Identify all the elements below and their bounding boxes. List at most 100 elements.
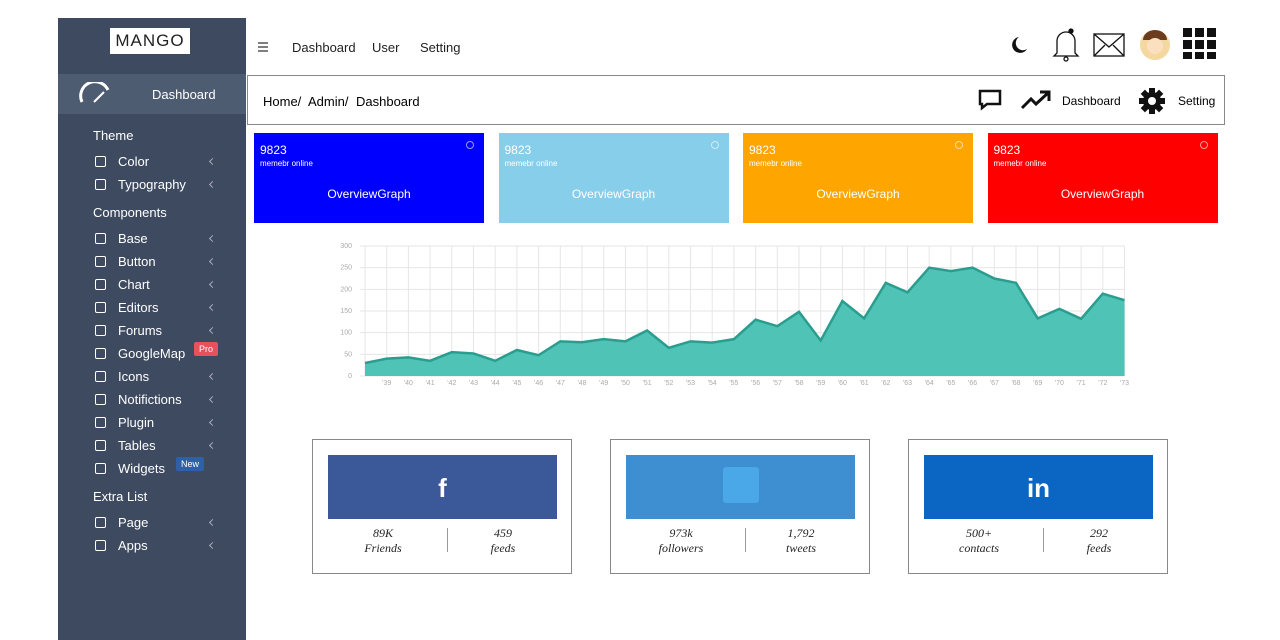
area <box>365 267 1125 376</box>
chevron <box>208 441 217 450</box>
breadcrumb-item[interactable]: Admin/ <box>308 94 349 109</box>
item-icon <box>95 540 106 551</box>
nav-item[interactable]: Typography <box>118 177 186 192</box>
x-tick-label: '39 <box>382 380 391 387</box>
stat-value: 89K <box>372 526 393 540</box>
card-subtitle: memebr online <box>993 159 1047 168</box>
x-tick-label: '68 <box>1011 380 1020 387</box>
chevron <box>208 372 217 381</box>
breadcrumb-item[interactable]: Dashboard <box>356 94 420 109</box>
apps-icon[interactable] <box>1183 28 1216 59</box>
sidebar: MANGO Dashboard Theme Color Typography Comp… <box>58 18 246 640</box>
card-value: 9823 <box>260 143 287 157</box>
area-line <box>364 266 1125 365</box>
top-nav-link[interactable]: Dashboard <box>292 40 356 55</box>
avatar[interactable] <box>1140 30 1170 60</box>
social-header: f <box>328 455 557 519</box>
chevron <box>208 395 217 404</box>
chevron <box>208 280 217 289</box>
top-nav-link[interactable]: User <box>372 40 400 55</box>
card-link[interactable]: OverviewGraph <box>1060 187 1145 201</box>
card-link[interactable]: OverviewGraph <box>571 187 656 201</box>
nav-item[interactable]: Tables <box>118 438 156 453</box>
nav-item[interactable]: GoogleMap <box>118 346 186 361</box>
moon-icon[interactable] <box>1012 37 1027 53</box>
x-tick-label: '41 <box>426 380 435 387</box>
trend-icon[interactable] <box>1020 90 1051 110</box>
x-tick-label: '60 <box>838 380 847 387</box>
chat-icon[interactable] <box>978 89 1002 111</box>
action-icons <box>978 89 1051 111</box>
x-tick-label: '50 <box>621 380 630 387</box>
stat-label: contacts <box>959 541 999 555</box>
divider <box>447 528 448 552</box>
item-icon <box>95 440 106 451</box>
card-link[interactable]: OverviewGraph <box>816 187 900 201</box>
nav-item[interactable]: Base <box>118 231 148 246</box>
badge: Pro <box>194 342 219 356</box>
item-icon <box>95 279 106 290</box>
social-card: in 500+ contacts 292 feeds <box>908 439 1168 574</box>
item-icon <box>95 463 106 474</box>
nav-item[interactable]: Forums <box>118 323 163 338</box>
stat-value: 292 <box>1090 526 1108 540</box>
social-header <box>626 455 855 519</box>
brand[interactable]: MANGO <box>110 28 190 54</box>
nav-item[interactable]: Plugin <box>118 415 155 430</box>
nav-item[interactable]: Button <box>118 254 156 269</box>
action-label[interactable]: Setting <box>1178 94 1216 108</box>
action-label[interactable]: Dashboard <box>1062 94 1121 108</box>
nav-item[interactable]: Page <box>118 515 149 530</box>
y-tick-label: 50 <box>344 351 352 358</box>
x-tick-label: '51 <box>643 380 652 387</box>
nav-item[interactable]: Chart <box>118 277 150 292</box>
top-nav-link[interactable]: Setting <box>420 40 461 55</box>
stat-card: 9823 memebr online OverviewGraph <box>743 133 973 223</box>
mail-icon[interactable] <box>1093 33 1125 57</box>
item-icon <box>95 156 106 167</box>
item-icon <box>95 417 106 428</box>
x-tick-label: '71 <box>1077 380 1086 387</box>
chevron <box>208 234 217 243</box>
x-tick-label: '62 <box>881 380 890 387</box>
card-menu[interactable] <box>710 141 719 149</box>
card-value: 9823 <box>504 143 532 157</box>
x-tick-label: '47 <box>556 380 565 387</box>
nav-item[interactable]: Color <box>118 154 150 169</box>
twitter-logo <box>723 467 759 503</box>
stat-label: followers <box>658 541 704 555</box>
nav-item[interactable]: Editors <box>118 300 159 315</box>
social-card: 973k followers 1,792 tweets <box>610 439 870 574</box>
section-title: Extra List <box>93 489 148 504</box>
y-tick-label: 200 <box>340 286 352 293</box>
x-tick-label: '48 <box>577 380 586 387</box>
chevron <box>208 157 217 166</box>
card-menu[interactable] <box>466 141 474 149</box>
social-stat: 500+ contacts <box>929 526 1029 556</box>
nav-item[interactable]: Apps <box>118 538 148 553</box>
nav-item[interactable]: Notifictions <box>118 392 182 407</box>
x-tick-label: '55 <box>729 380 738 387</box>
nav-item[interactable]: Icons <box>118 369 150 384</box>
item-icon <box>95 371 106 382</box>
active-label: Dashboard <box>152 87 216 102</box>
card-menu[interactable] <box>955 141 963 149</box>
card-subtitle: memebr online <box>260 159 313 168</box>
nav-item[interactable]: Widgets <box>118 461 165 476</box>
card-subtitle: memebr online <box>504 159 558 168</box>
menu-icon[interactable] <box>258 42 270 52</box>
y-tick-label: 100 <box>340 330 352 337</box>
bell-icon[interactable] <box>1052 28 1080 62</box>
x-tick-label: '45 <box>512 380 521 387</box>
social-logo: in <box>1026 473 1051 503</box>
gear-icon[interactable] <box>1138 87 1166 115</box>
card-menu[interactable] <box>1199 141 1208 149</box>
gauge-icon <box>79 82 110 103</box>
card-link[interactable]: OverviewGraph <box>327 187 411 201</box>
card-value: 9823 <box>993 143 1021 157</box>
x-tick-label: '44 <box>491 380 500 387</box>
card-subtitle: memebr online <box>749 159 802 168</box>
x-tick-label: '64 <box>925 380 934 387</box>
breadcrumb-item[interactable]: Home/ <box>263 94 302 109</box>
active-item[interactable]: Dashboard <box>58 74 246 114</box>
